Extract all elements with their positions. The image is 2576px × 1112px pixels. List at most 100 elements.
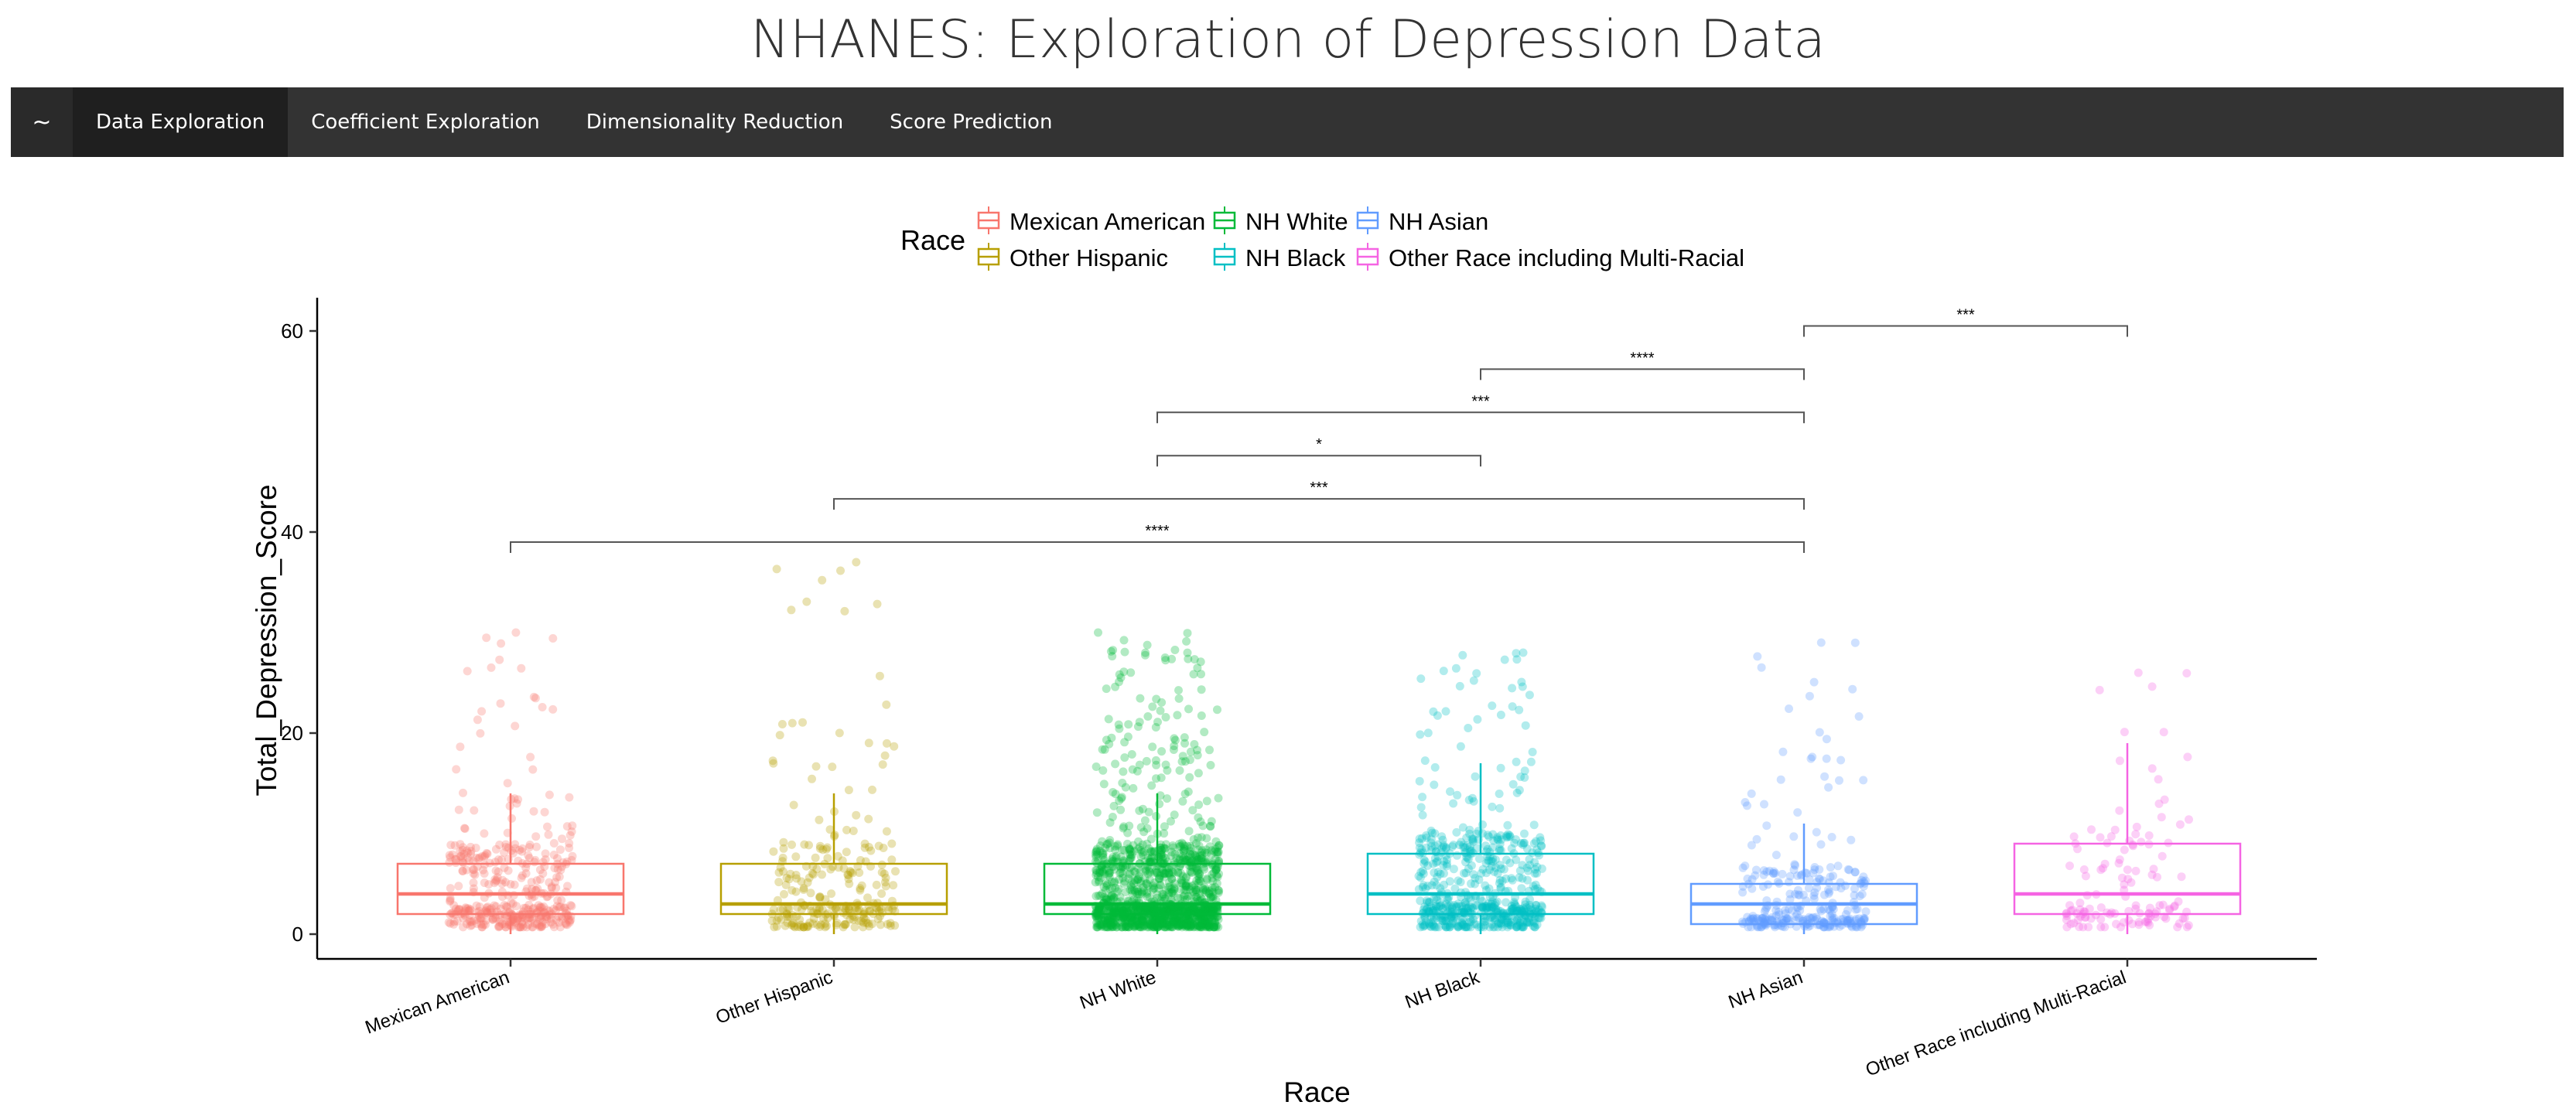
- data-point: [1143, 869, 1153, 878]
- data-point: [466, 905, 475, 914]
- data-point: [876, 920, 885, 930]
- data-point: [515, 923, 524, 932]
- data-point: [1112, 851, 1121, 861]
- data-point: [2159, 728, 2168, 737]
- data-point: [1508, 684, 1517, 693]
- data-point: [1160, 914, 1169, 923]
- data-point: [1115, 670, 1124, 679]
- data-point: [1143, 905, 1152, 914]
- data-point: [1197, 685, 1206, 694]
- data-point: [877, 868, 887, 877]
- y-tick-label: 0: [292, 923, 303, 946]
- data-point: [864, 738, 873, 748]
- data-point: [548, 634, 558, 643]
- data-point: [2079, 865, 2089, 874]
- data-point: [1153, 890, 1162, 899]
- data-point: [1149, 906, 1158, 915]
- data-point: [1155, 875, 1164, 884]
- data-point: [1093, 872, 1102, 882]
- data-point: [1185, 773, 1194, 782]
- data-point: [1180, 790, 1190, 799]
- tab-score-prediction[interactable]: Score Prediction: [890, 111, 1053, 134]
- data-point: [459, 914, 468, 923]
- data-point: [1126, 919, 1135, 928]
- data-point: [1190, 880, 1199, 889]
- data-point: [1204, 919, 1214, 928]
- data-point: [1433, 868, 1443, 877]
- data-point: [1172, 919, 1181, 929]
- data-point: [2096, 923, 2106, 932]
- data-point: [1128, 917, 1137, 926]
- data-point: [849, 827, 858, 835]
- data-point: [1850, 868, 1860, 877]
- data-point: [778, 853, 787, 862]
- data-point: [563, 882, 572, 891]
- data-point: [808, 869, 817, 878]
- data-point: [2155, 901, 2164, 910]
- data-point: [1419, 881, 1428, 890]
- data-point: [1153, 922, 1163, 931]
- data-point: [1503, 820, 1512, 830]
- data-point: [551, 906, 560, 915]
- data-point: [1163, 863, 1172, 872]
- data-point: [1178, 920, 1187, 930]
- data-point: [1738, 863, 1748, 872]
- data-point: [1092, 762, 1101, 771]
- data-point: [815, 844, 825, 853]
- data-point: [1106, 915, 1115, 924]
- x-tick-label: NH Black: [1402, 967, 1483, 1013]
- data-point: [1194, 841, 1204, 851]
- data-point: [2085, 904, 2094, 913]
- data-point: [1193, 895, 1202, 904]
- tab-data-exploration[interactable]: Data Exploration: [73, 87, 289, 157]
- data-point: [1443, 923, 1452, 932]
- data-point: [822, 844, 831, 854]
- data-point: [1204, 918, 1213, 927]
- data-point: [1150, 905, 1160, 914]
- data-point: [549, 851, 559, 859]
- data-point: [1184, 915, 1194, 924]
- data-point: [480, 878, 489, 888]
- data-point: [1530, 923, 1539, 932]
- tab-coefficient-exploration[interactable]: Coefficient Exploration: [311, 111, 540, 134]
- data-point: [1180, 895, 1190, 905]
- data-point: [1738, 888, 1748, 897]
- data-point: [491, 877, 501, 886]
- x-tick-label: NH White: [1077, 967, 1159, 1013]
- data-point: [1204, 923, 1214, 932]
- data-point: [1206, 906, 1215, 915]
- data-point: [1191, 864, 1201, 873]
- data-point: [840, 920, 849, 930]
- data-point: [1098, 889, 1107, 899]
- data-point: [1184, 915, 1193, 924]
- data-point: [1212, 904, 1221, 913]
- data-point: [1130, 915, 1139, 924]
- data-point: [1204, 921, 1213, 930]
- data-point: [882, 827, 891, 836]
- tab-dimensionality-reduction[interactable]: Dimensionality Reduction: [586, 111, 844, 134]
- data-point: [514, 795, 523, 804]
- navbar-brand[interactable]: ~: [11, 87, 73, 157]
- data-point: [791, 887, 801, 896]
- data-point: [1197, 912, 1206, 922]
- data-point: [799, 923, 808, 932]
- data-point: [1093, 909, 1102, 918]
- data-point: [1123, 828, 1133, 837]
- data-point: [535, 903, 545, 912]
- data-point: [1114, 918, 1123, 927]
- data-point: [1115, 903, 1125, 912]
- data-point: [1169, 889, 1178, 899]
- data-point: [1187, 882, 1197, 891]
- data-point: [463, 853, 473, 862]
- data-point: [1111, 759, 1120, 769]
- data-point: [1109, 801, 1119, 810]
- data-point: [1143, 640, 1152, 650]
- data-point: [446, 919, 455, 928]
- data-point: [1204, 909, 1213, 918]
- data-point: [834, 863, 843, 872]
- significance-bracket: ***: [833, 479, 1805, 510]
- data-point: [1778, 869, 1787, 878]
- data-point: [1099, 779, 1109, 789]
- data-point: [1156, 881, 1165, 889]
- data-point: [854, 916, 863, 925]
